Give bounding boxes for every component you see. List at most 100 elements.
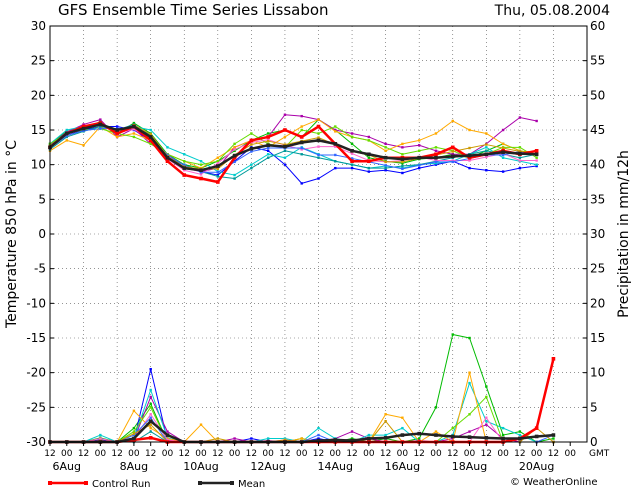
temp-data-point-member xyxy=(384,142,387,146)
temp-data-point-mean xyxy=(450,154,455,159)
temp-data-point-mean xyxy=(383,155,388,160)
temp-data-point-member xyxy=(334,130,337,133)
temp-data-point-member xyxy=(485,143,488,146)
precip-data-point-member xyxy=(317,433,320,437)
temp-data-point-mean xyxy=(333,142,338,146)
precip-data-point-mean xyxy=(467,435,472,439)
x-hour-label: 00 xyxy=(531,449,543,459)
temp-data-point-member xyxy=(367,156,371,159)
left-tick-label: 20 xyxy=(31,88,46,102)
temp-data-point-member xyxy=(99,127,102,130)
precip-data-point-member xyxy=(401,426,404,430)
temp-data-point-member xyxy=(266,138,270,141)
precip-data-point-member xyxy=(132,426,136,430)
temp-data-point-member xyxy=(501,142,505,146)
precip-data-point-member xyxy=(451,437,454,440)
x-date-label: 8Aug xyxy=(120,460,148,473)
right-tick-label: 35 xyxy=(590,192,605,206)
x-hour-label: 00 xyxy=(195,449,207,459)
x-hour-label: 12 xyxy=(44,449,55,459)
left-tick-label: -20 xyxy=(26,366,46,380)
x-hour-label: 12 xyxy=(481,449,492,459)
precip-data-point-mean xyxy=(132,436,136,441)
temp-data-point-member xyxy=(518,159,522,162)
x-hour-label: 00 xyxy=(128,449,140,459)
temp-data-point-member xyxy=(417,164,421,167)
temp-data-point-member xyxy=(367,166,371,170)
temp-data-point-member xyxy=(283,135,287,139)
temp-data-point-member xyxy=(501,156,505,159)
temp-data-point-mean xyxy=(534,152,539,157)
temp-data-point-member xyxy=(451,160,454,164)
temp-data-point-member xyxy=(266,153,270,156)
temp-data-point-member xyxy=(401,146,404,149)
temp-data-point-member xyxy=(317,132,320,135)
temp-data-point-member xyxy=(233,148,236,151)
temp-data-point-member xyxy=(250,132,253,135)
precip-data-point-member xyxy=(350,437,354,440)
temp-data-point-member xyxy=(132,128,136,131)
temp-data-point-member xyxy=(350,157,354,160)
temp-data-point-member xyxy=(417,166,421,170)
temp-data-point-member xyxy=(82,144,85,147)
x-date-label: 12Aug xyxy=(250,460,285,473)
x-hour-label: 00 xyxy=(363,449,375,459)
temp-data-point-member xyxy=(183,153,186,156)
precip-data-point-member xyxy=(485,423,488,426)
temp-data-point-mean xyxy=(350,149,354,153)
precip-data-point-member xyxy=(132,432,136,435)
left-tick-label: -15 xyxy=(26,331,46,345)
temp-data-point-member xyxy=(417,144,421,147)
temp-data-point-member xyxy=(216,167,220,171)
x-hour-label: 12 xyxy=(447,449,458,459)
temp-data-point-mean xyxy=(98,122,103,127)
temp-data-point-member xyxy=(183,164,186,167)
left-axis-label: Temperature 850 hPa in °C xyxy=(4,140,20,329)
x-hour-label: 00 xyxy=(296,449,308,459)
precip-data-point-mean xyxy=(434,433,438,437)
temp-data-point-member xyxy=(283,156,287,159)
x-hour-label: 12 xyxy=(111,449,122,459)
left-tick-label: -30 xyxy=(26,435,46,449)
temp-data-point-member xyxy=(250,150,253,153)
temp-data-point-member xyxy=(233,177,236,180)
temp-data-point-member xyxy=(434,163,438,166)
right-tick-label: 40 xyxy=(590,158,605,172)
precip-data-point-mean xyxy=(501,436,505,441)
precip-data-point-member xyxy=(501,426,505,430)
temp-data-point-member xyxy=(99,118,102,121)
temp-data-point-member xyxy=(518,156,522,159)
right-tick-label: 10 xyxy=(590,366,605,380)
temp-data-point-mean xyxy=(249,146,254,151)
temp-data-point-member xyxy=(535,156,538,159)
temp-data-point-member xyxy=(401,164,404,168)
temp-data-point-mean xyxy=(501,150,505,154)
temp-data-point-member xyxy=(82,123,85,126)
right-tick-label: 25 xyxy=(590,262,605,276)
temp-data-point-control-run xyxy=(165,159,170,163)
temp-data-point-member xyxy=(434,146,438,149)
precip-data-point-member xyxy=(149,388,152,392)
temp-data-point-control-run xyxy=(467,155,472,160)
precip-data-point-member xyxy=(468,336,471,340)
temp-data-point-member xyxy=(401,171,404,175)
precip-data-point-member xyxy=(149,395,152,399)
precip-data-point-member xyxy=(149,430,152,433)
temp-data-point-member xyxy=(367,139,371,142)
x-hour-label: 12 xyxy=(179,449,190,459)
x-hour-label: 12 xyxy=(514,449,525,459)
temp-data-point-member xyxy=(115,125,119,128)
precip-data-point-member xyxy=(468,381,471,385)
temp-data-point-member xyxy=(283,149,287,152)
precip-data-point-mean xyxy=(333,438,338,442)
x-hour-label: 00 xyxy=(229,449,241,459)
temp-data-point-mean xyxy=(467,153,472,158)
precip-data-point-member xyxy=(266,437,270,440)
temp-data-point-member xyxy=(501,128,505,132)
temp-data-point-member xyxy=(401,167,404,171)
temp-data-point-member xyxy=(468,159,471,162)
precip-data-point-member xyxy=(384,433,387,437)
temp-data-point-mean xyxy=(132,124,136,129)
x-hour-label: 00 xyxy=(430,449,442,459)
